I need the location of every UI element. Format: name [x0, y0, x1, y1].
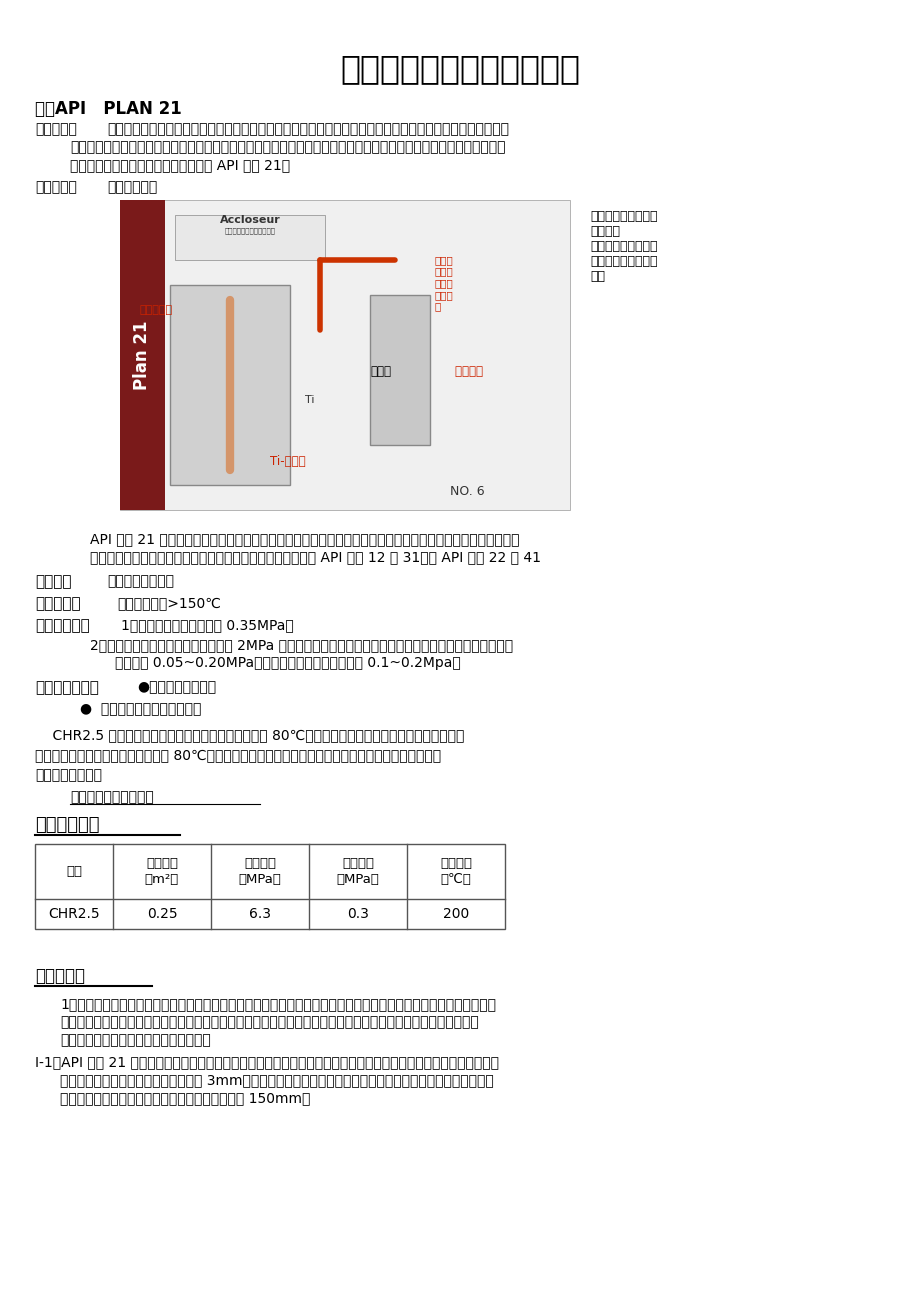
Text: 0.3: 0.3: [346, 907, 369, 921]
Text: 适用密封布置：: 适用密封布置：: [35, 680, 98, 695]
Text: Plan 21: Plan 21: [133, 320, 152, 389]
Text: 的压力大 0.05~0.20MPa，压力变化较大时其差值可取 0.1~0.2Mpa。: 的压力大 0.05~0.20MPa，压力变化较大时其差值可取 0.1~0.2Mp…: [115, 656, 460, 671]
Text: 泵自身的输送介质: 泵自身的输送介质: [107, 574, 174, 589]
Text: 换热面积
（m²）: 换热面积 （m²）: [144, 857, 179, 885]
Text: 的温度。如介质含有颗粒等杂质，可在孔板前面的管路中加装 API 方案 12 或 31。即 API 方案 22 或 41: 的温度。如介质含有颗粒等杂质，可在孔板前面的管路中加装 API 方案 12 或 …: [90, 549, 540, 564]
Text: 冲洗液：: 冲洗液：: [35, 574, 72, 589]
Text: 0.25: 0.25: [146, 907, 177, 921]
Bar: [175, 215, 324, 260]
Text: 同时将密封腔中空气或蒸汽排出。见图 API 方案 21。: 同时将密封腔中空气或蒸汽排出。见图 API 方案 21。: [70, 158, 289, 172]
Text: 密封辅助系统安装使用说明: 密封辅助系统安装使用说明: [340, 52, 579, 85]
Text: 一、API   PLAN 21: 一、API PLAN 21: [35, 100, 182, 118]
Text: NO. 6: NO. 6: [449, 486, 484, 497]
Text: 换热冲洗循环: 换热冲洗循环: [107, 180, 157, 194]
Text: 方案规定：: 方案规定：: [35, 122, 77, 135]
Text: ●单端面密封结构。: ●单端面密封结构。: [137, 680, 216, 694]
Text: ●  串联式密封结构的主密封。: ● 串联式密封结构的主密封。: [80, 702, 201, 716]
Text: 1、冲洗液引自压力高于密封室部位（如泵吐出端），通过孔板，经过换热器管路系统到达密封压盖冲洗孔，进入密封: 1、冲洗液引自压力高于密封室部位（如泵吐出端），通过孔板，经过换热器管路系统到达…: [60, 997, 495, 1010]
Text: 大庆安氯密封有限责任公司: 大庆安氯密封有限责任公司: [224, 227, 275, 233]
Text: Accloseur: Accloseur: [220, 215, 280, 225]
Bar: [170, 285, 289, 486]
Text: 适用压力差：: 适用压力差：: [35, 618, 90, 633]
Text: 管程压力
（MPa）: 管程压力 （MPa）: [238, 857, 281, 885]
Text: 外形及连接尺寸见下图: 外形及连接尺寸见下图: [70, 790, 153, 805]
Text: Ti-温度表: Ti-温度表: [269, 454, 305, 467]
Text: 主要技术参数: 主要技术参数: [35, 816, 99, 835]
Bar: [35, 844, 505, 930]
Text: 应使用多个孔板串联布置，且各孔板间隔最小相距 150mm。: 应使用多个孔板串联布置，且各孔板间隔最小相距 150mm。: [60, 1091, 310, 1105]
Text: 中，完成对密封端面的冲洗。可通过观察温度计，选择合适的孔板孔径，调节通过换热器中冷却水流量，达到控制: 中，完成对密封端面的冲洗。可通过观察温度计，选择合适的孔板孔径，调节通过换热器中…: [60, 1016, 478, 1029]
Text: 冲洗液流量、温度在一个合适的范围内。: 冲洗液流量、温度在一个合适的范围内。: [60, 1032, 210, 1047]
Text: 的热交换器使用。: 的热交换器使用。: [35, 768, 102, 783]
Text: 适用温度：: 适用温度：: [35, 596, 81, 611]
Bar: [369, 296, 429, 445]
Bar: [119, 201, 570, 510]
Text: I-1、API 方案 21 流程起始部分通常焊于泵吐出端，经过一个焊接连接的阀门后加孔板。孔板用于限制密封的冲洗循环: I-1、API 方案 21 流程起始部分通常焊于泵吐出端，经过一个焊接连接的阀门…: [35, 1055, 498, 1069]
Text: 送回密封腔，使密封腔内部温度降到 80℃以下，以保证密封工作在合适温度范围内，同时也可做其它流体: 送回密封腔，使密封腔内部温度降到 80℃以下，以保证密封工作在合适温度范围内，同…: [35, 749, 440, 762]
Text: 温后通向密封腔，液流进入密封腔中邻近密封面的地方，对密封端面进行润滑、冷却，液流通过密封后返回进入泵中，: 温后通向密封腔，液流进入密封腔中邻近密封面的地方，对密封端面进行润滑、冷却，液流…: [70, 141, 505, 154]
Text: 方案应用：: 方案应用：: [35, 967, 85, 986]
Text: CHR2.5: CHR2.5: [48, 907, 99, 921]
Text: 使用温度
（℃）: 使用温度 （℃）: [439, 857, 471, 885]
Text: 配置如图: 配置如图: [439, 365, 482, 378]
Text: 方案说明：循环液从
泵出口经
流量控制板，换热器
，密封压盖进入密封
腔。: 方案说明：循环液从 泵出口经 流量控制板，换热器 ，密封压盖进入密封 腔。: [589, 210, 657, 283]
Text: 型号: 型号: [66, 865, 82, 878]
Text: 壳程压力
（MPa）: 壳程压力 （MPa）: [336, 857, 379, 885]
Text: 本方案主要用于温度较高的介质。高温冲洗液从泵出口经过孔板管路（压差小时可不加孔板）经换热器冷却降: 本方案主要用于温度较高的介质。高温冲洗液从泵出口经过孔板管路（压差小时可不加孔板…: [107, 122, 508, 135]
Text: 流量控制板: 流量控制板: [140, 305, 173, 315]
Text: 泵送介质温度>150℃: 泵送介质温度>150℃: [117, 596, 221, 611]
Text: 6.3: 6.3: [249, 907, 271, 921]
Text: API 方案 21 是用于阻封高温介质密封的一种必需的配置。到达密封腔的冲洗液应是清洁的、密封可以长期承受: API 方案 21 是用于阻封高温介质密封的一种必需的配置。到达密封腔的冲洗液应…: [90, 533, 519, 546]
Text: 换热器: 换热器: [369, 365, 391, 378]
Text: 200: 200: [442, 907, 469, 921]
Text: 速率。所有孔板的最小孔径尺寸应大于 3mm，应由奥氏体不锈钢制造，当需要比单个孔板带来更大的压力降时，: 速率。所有孔板的最小孔径尺寸应大于 3mm，应由奥氏体不锈钢制造，当需要比单个孔…: [60, 1073, 494, 1087]
Bar: [119, 201, 165, 510]
Text: 2、对于现在泵用机械密封工作压力在 2MPa 以下，压力变化不大而又较为准确的情况下冲洗压力比密封腔内: 2、对于现在泵用机械密封工作压力在 2MPa 以下，压力变化不大而又较为准确的情…: [90, 638, 513, 652]
Text: CHR2.5 型机械密封用换热器主要用于输送温度超过 80℃以上的介质工况，作用是将流程介质冷却后: CHR2.5 型机械密封用换热器主要用于输送温度超过 80℃以上的介质工况，作用…: [35, 728, 464, 742]
Text: 方案类型：: 方案类型：: [35, 180, 77, 194]
Text: 高温汽
柴油泵
常用的
冲洗方
案: 高温汽 柴油泵 常用的 冲洗方 案: [435, 255, 453, 311]
Text: Ti: Ti: [305, 395, 314, 405]
Text: 1、泵吐出口压力高于入口 0.35MPa。: 1、泵吐出口压力高于入口 0.35MPa。: [121, 618, 293, 631]
